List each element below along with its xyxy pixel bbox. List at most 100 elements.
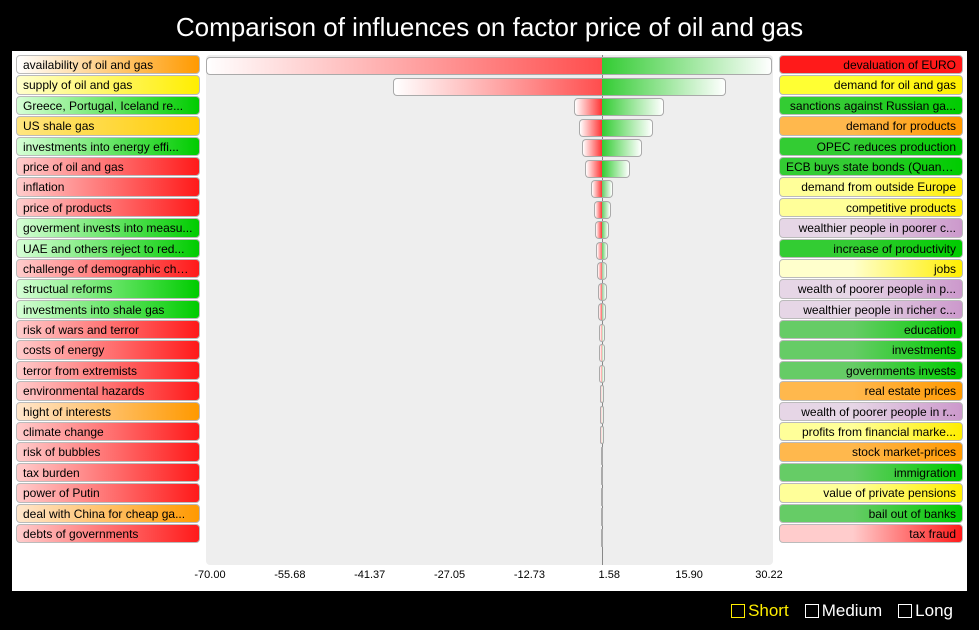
legend-item[interactable]: Medium <box>805 601 882 621</box>
left-pill[interactable]: price of products <box>16 198 200 217</box>
legend-box-icon <box>731 604 745 618</box>
right-pill[interactable]: stock market-prices <box>779 442 963 461</box>
x-tick: -27.05 <box>434 569 465 581</box>
left-pill[interactable]: US shale gas <box>16 116 200 135</box>
pos-bar <box>602 344 605 362</box>
neg-bar <box>595 221 602 239</box>
x-tick: -12.73 <box>514 569 545 581</box>
right-pill[interactable]: demand for oil and gas <box>779 75 963 94</box>
left-pill[interactable]: price of oil and gas <box>16 157 200 176</box>
left-pill[interactable]: inflation <box>16 177 200 196</box>
pos-bar <box>602 57 772 75</box>
pos-bar <box>602 98 664 116</box>
pos-bar <box>602 119 653 137</box>
pos-bar <box>602 283 607 301</box>
neg-bar <box>393 78 602 96</box>
right-pill[interactable]: wealth of poorer people in r... <box>779 402 963 421</box>
right-pill[interactable]: profits from financial marke... <box>779 422 963 441</box>
pos-bar <box>602 242 608 260</box>
legend: Short Medium Long <box>0 591 979 623</box>
left-pill[interactable]: debts of governments <box>16 524 200 543</box>
left-pill[interactable]: risk of bubbles <box>16 442 200 461</box>
right-pill[interactable]: immigration <box>779 463 963 482</box>
right-pill[interactable]: wealthier people in poorer c... <box>779 218 963 237</box>
left-pill[interactable]: availability of oil and gas <box>16 55 200 74</box>
left-pill[interactable]: deal with China for cheap ga... <box>16 504 200 523</box>
right-pill[interactable]: wealth of poorer people in p... <box>779 279 963 298</box>
neg-bar <box>582 139 602 157</box>
chart-area: availability of oil and gassupply of oil… <box>12 51 967 591</box>
left-pill[interactable]: supply of oil and gas <box>16 75 200 94</box>
left-pill[interactable]: UAE and others reject to red... <box>16 239 200 258</box>
right-pill[interactable]: sanctions against Russian ga... <box>779 96 963 115</box>
right-pill[interactable]: OPEC reduces production <box>779 137 963 156</box>
left-pill[interactable]: structual reforms <box>16 279 200 298</box>
right-pill[interactable]: tax fraud <box>779 524 963 543</box>
pos-bar <box>602 488 603 506</box>
right-pill[interactable]: ECB buys state bonds (Quanti... <box>779 157 963 176</box>
right-label-column: devaluation of EUROdemand for oil and ga… <box>775 51 967 591</box>
pos-bar <box>602 180 613 198</box>
neg-bar <box>585 160 602 178</box>
x-tick: 1.58 <box>599 569 620 581</box>
x-tick: 30.22 <box>755 569 783 581</box>
left-pill[interactable]: risk of wars and terror <box>16 320 200 339</box>
left-pill[interactable]: environmental hazards <box>16 381 200 400</box>
pos-bar <box>602 365 605 383</box>
right-pill[interactable]: real estate prices <box>779 381 963 400</box>
right-pill[interactable]: devaluation of EURO <box>779 55 963 74</box>
right-pill[interactable]: jobs <box>779 259 963 278</box>
neg-bar <box>206 57 602 75</box>
left-pill[interactable]: investments into shale gas <box>16 300 200 319</box>
x-axis: -70.00-55.68-41.37-27.05-12.731.5815.903… <box>210 569 769 585</box>
left-pill[interactable]: terror from extremists <box>16 361 200 380</box>
right-pill[interactable]: investments <box>779 340 963 359</box>
pos-bar <box>602 385 604 403</box>
right-pill[interactable]: bail out of banks <box>779 504 963 523</box>
pos-bar <box>602 160 630 178</box>
pos-bar <box>602 447 603 465</box>
x-tick: -70.00 <box>194 569 225 581</box>
pos-bar <box>602 303 606 321</box>
legend-label: Long <box>915 601 953 621</box>
pos-bar <box>602 529 603 547</box>
legend-label: Medium <box>822 601 882 621</box>
legend-item[interactable]: Short <box>731 601 789 621</box>
right-pill[interactable]: increase of productivity <box>779 239 963 258</box>
chart-title: Comparison of influences on factor price… <box>0 0 979 51</box>
neg-bar <box>574 98 602 116</box>
plot-area <box>206 55 773 565</box>
neg-bar <box>579 119 602 137</box>
left-pill[interactable]: power of Putin <box>16 483 200 502</box>
left-pill[interactable]: hight of interests <box>16 402 200 421</box>
pos-bar <box>602 324 605 342</box>
pos-bar <box>602 221 609 239</box>
pos-bar <box>602 426 604 444</box>
left-pill[interactable]: challenge of demographic cha... <box>16 259 200 278</box>
legend-label: Short <box>748 601 789 621</box>
x-tick: 15.90 <box>675 569 703 581</box>
left-pill[interactable]: investments into energy effi... <box>16 137 200 156</box>
left-pill[interactable]: climate change <box>16 422 200 441</box>
x-tick: -41.37 <box>354 569 385 581</box>
right-pill[interactable]: education <box>779 320 963 339</box>
left-pill[interactable]: tax burden <box>16 463 200 482</box>
pos-bar <box>602 406 604 424</box>
right-pill[interactable]: demand from outside Europe <box>779 177 963 196</box>
left-pill[interactable]: costs of energy <box>16 340 200 359</box>
pos-bar <box>602 467 603 485</box>
right-pill[interactable]: wealthier people in richer c... <box>779 300 963 319</box>
neg-bar <box>591 180 602 198</box>
right-pill[interactable]: competitive products <box>779 198 963 217</box>
right-pill[interactable]: governments invests <box>779 361 963 380</box>
pos-bar <box>602 508 603 526</box>
left-pill[interactable]: Greece, Portugal, Iceland re... <box>16 96 200 115</box>
right-pill[interactable]: value of private pensions <box>779 483 963 502</box>
legend-box-icon <box>898 604 912 618</box>
pos-bar <box>602 262 607 280</box>
legend-item[interactable]: Long <box>898 601 953 621</box>
left-pill[interactable]: goverment invests into measu... <box>16 218 200 237</box>
pos-bar <box>602 139 642 157</box>
right-pill[interactable]: demand for products <box>779 116 963 135</box>
neg-bar <box>594 201 602 219</box>
